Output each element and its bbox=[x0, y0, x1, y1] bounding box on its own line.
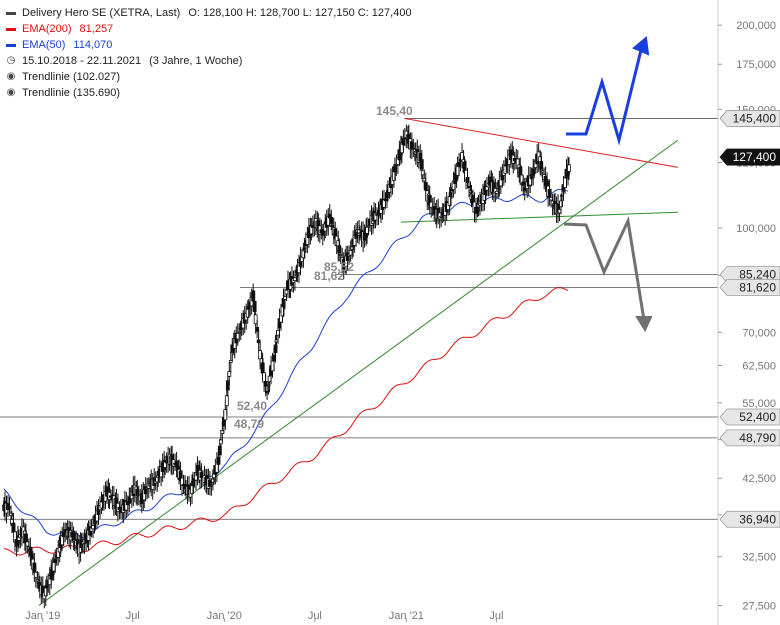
candle-body bbox=[9, 512, 13, 516]
y-tick-label: 175,000 bbox=[736, 59, 776, 71]
y-tick-label: 32,500 bbox=[742, 552, 776, 564]
candle-body bbox=[224, 395, 229, 407]
clock-icon: ◷ bbox=[6, 55, 16, 66]
trendline bbox=[38, 139, 679, 606]
price-tag-label: 52,400 bbox=[739, 410, 776, 424]
up-arrow-head bbox=[632, 36, 650, 56]
price-annotation: 52,40 bbox=[237, 399, 267, 413]
price-annotation: 145,40 bbox=[376, 104, 413, 118]
price-tag-label: 81,620 bbox=[739, 280, 776, 294]
x-tick-label: Jan '20 bbox=[207, 610, 242, 622]
trendlines bbox=[38, 117, 679, 606]
candle-body bbox=[567, 164, 571, 172]
y-tick-label: 200,000 bbox=[736, 20, 776, 32]
axes: 200,000175,000150,000125,000100,00085,00… bbox=[25, 0, 780, 625]
ema-lines bbox=[3, 188, 569, 556]
x-tick-label: Jul bbox=[126, 610, 140, 622]
ema200-line bbox=[3, 287, 569, 556]
x-tick-label: Jan '19 bbox=[25, 610, 60, 622]
scenario-arrows bbox=[563, 36, 653, 333]
price-tag-label: 85,240 bbox=[739, 268, 776, 282]
price-tag bbox=[719, 148, 780, 166]
legend-trend1-row: ◉ Trendlinie (102.027) bbox=[6, 69, 412, 85]
candle-body bbox=[496, 187, 501, 190]
legend-trend1: Trendlinie (102.027) bbox=[22, 71, 121, 83]
down-scenario-arrow bbox=[563, 215, 646, 321]
price-annotation: 48,79 bbox=[234, 417, 264, 431]
y-tick-label: 27,500 bbox=[742, 601, 776, 613]
y-tick-label: 70,000 bbox=[742, 327, 776, 339]
candle-body bbox=[419, 159, 424, 170]
candle-body bbox=[447, 196, 452, 206]
legend-trend2-row: ◉ Trendlinie (135.690) bbox=[6, 85, 412, 101]
candle-body bbox=[252, 301, 257, 312]
candle-body bbox=[227, 371, 232, 377]
price-tag bbox=[719, 110, 780, 127]
candle-body bbox=[465, 176, 470, 184]
candle-body bbox=[468, 190, 473, 193]
price-tag-label: 127,400 bbox=[733, 150, 777, 164]
legend-ema200-label: EMA(200) bbox=[22, 23, 72, 35]
y-tick-label: 100,000 bbox=[736, 223, 776, 235]
horizontal-levels bbox=[0, 118, 718, 520]
y-tick-label: 55,000 bbox=[742, 398, 776, 410]
candle-body bbox=[559, 200, 563, 208]
x-tick-label: Jul bbox=[308, 610, 322, 622]
candle-body bbox=[301, 250, 306, 259]
price-tag-label: 48,790 bbox=[739, 431, 776, 445]
price-tag-label: 36,940 bbox=[739, 512, 776, 526]
y-tick-label: 42,500 bbox=[742, 473, 776, 485]
legend-title-row: ▬ Delivery Hero SE (XETRA, Last) O: 128,… bbox=[6, 5, 412, 21]
candles bbox=[2, 124, 571, 609]
candle-body bbox=[273, 344, 278, 353]
candle-body bbox=[217, 445, 222, 456]
price-annotation: 81,62 bbox=[314, 269, 344, 283]
price-tag bbox=[719, 510, 780, 528]
legend-ema50-value: 114,070 bbox=[73, 39, 113, 51]
candle-body bbox=[266, 384, 271, 387]
price-tag bbox=[719, 429, 780, 447]
legend-title: Delivery Hero SE (XETRA, Last) bbox=[22, 7, 181, 19]
target-icon: ◉ bbox=[6, 71, 16, 82]
instrument-icon: ▬ bbox=[6, 7, 16, 18]
price-tag bbox=[719, 408, 780, 426]
legend-period-row: ◷ 15.10.2018 - 22.11.2021 (3 Jahre, 1 Wo… bbox=[6, 53, 412, 69]
down-arrow-head bbox=[635, 316, 653, 333]
up-scenario-arrow bbox=[566, 45, 644, 146]
candle-body bbox=[225, 380, 230, 391]
price-tag bbox=[719, 278, 780, 296]
target-icon: ◉ bbox=[6, 87, 16, 98]
candle-body bbox=[255, 327, 260, 332]
legend-ohlc: O: 128,100 H: 128,700 L: 127,150 C: 127,… bbox=[188, 7, 412, 19]
candle-body bbox=[294, 274, 299, 277]
candle-body bbox=[228, 360, 233, 363]
legend-ema50-row: EMA(50) 114,070 bbox=[6, 37, 412, 53]
chart-legend: ▬ Delivery Hero SE (XETRA, Last) O: 128,… bbox=[6, 5, 412, 101]
candle-body bbox=[329, 216, 334, 224]
ema200-swatch bbox=[6, 27, 16, 31]
candle-body bbox=[92, 522, 97, 524]
legend-period-note: (3 Jahre, 1 Woche) bbox=[149, 55, 243, 67]
x-tick-label: Jan '21 bbox=[389, 610, 424, 622]
legend-ema50-label: EMA(50) bbox=[22, 39, 66, 51]
x-tick-label: Jul bbox=[489, 610, 503, 622]
price-tag-label: 145,400 bbox=[733, 111, 777, 125]
ema50-line bbox=[3, 188, 569, 539]
price-annotation: 85,52 bbox=[324, 260, 354, 274]
ema50-swatch bbox=[6, 43, 16, 47]
legend-ema200-row: EMA(200) 81,257 bbox=[6, 21, 412, 37]
legend-trend2: Trendlinie (135.690) bbox=[22, 87, 121, 99]
candle-body bbox=[210, 478, 215, 483]
candle-body bbox=[256, 339, 261, 344]
candle-body bbox=[385, 192, 389, 199]
candle-body bbox=[253, 314, 258, 325]
candle-body bbox=[475, 202, 480, 212]
trendline bbox=[404, 117, 679, 168]
legend-ema200-value: 81,257 bbox=[79, 23, 114, 35]
y-tick-label: 62,500 bbox=[742, 360, 776, 372]
legend-period: 15.10.2018 - 22.11.2021 bbox=[22, 55, 142, 67]
